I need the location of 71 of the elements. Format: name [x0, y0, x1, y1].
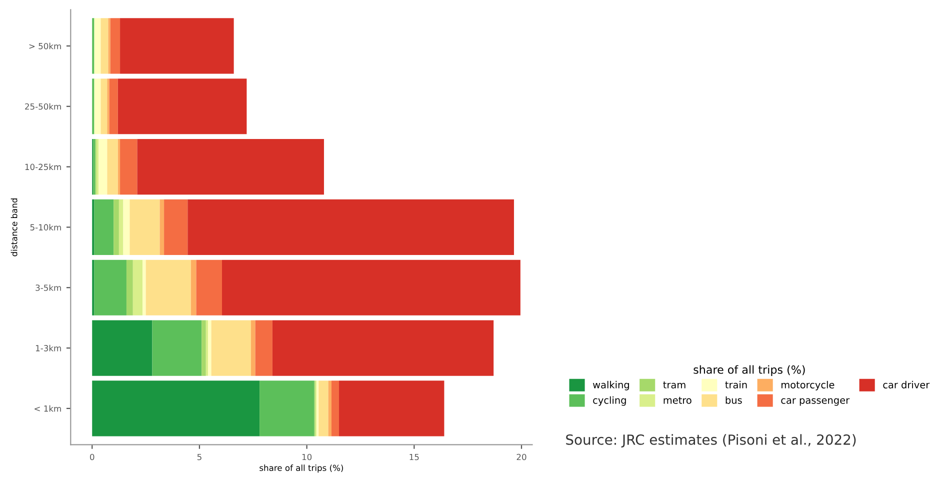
bar [331, 380, 340, 436]
y-axis-title: distance band [10, 198, 18, 256]
bar [109, 78, 118, 134]
x-axis-title: share of all trips (%) [260, 464, 343, 473]
bar [130, 199, 160, 255]
bar [118, 78, 247, 134]
bar [94, 199, 114, 255]
y-tick-label: > 50km [29, 42, 61, 50]
legend-label: cycling [593, 396, 626, 406]
y-tick-label: 1-3km [36, 344, 61, 352]
bar [126, 260, 133, 316]
y-tick-label: 10-25km [25, 164, 61, 170]
x-tick-label: 0 [90, 454, 94, 460]
y-tick-label: < 1km [34, 405, 61, 412]
bar [110, 18, 120, 74]
bar [120, 139, 138, 195]
bar [120, 18, 234, 74]
legend-label: tram [663, 381, 686, 388]
y-tick-label: 25-50km [25, 103, 61, 110]
bar [188, 199, 514, 255]
bar [96, 139, 99, 195]
bar [98, 139, 108, 195]
bar [137, 139, 324, 195]
bar [94, 260, 126, 316]
y-tick-label: 3-5km [36, 284, 61, 291]
bar [160, 199, 164, 255]
bar [255, 320, 272, 376]
bar [100, 18, 108, 74]
y-tick-label: 5-10km [30, 224, 61, 230]
bar [146, 260, 191, 316]
bar [328, 380, 332, 436]
bar [100, 78, 108, 134]
legend-label: bus [726, 396, 742, 404]
bar [206, 320, 208, 376]
bar [211, 320, 251, 376]
legend-label: motorcycle [782, 380, 834, 390]
legend-title: share of all trips (%) [694, 365, 805, 376]
bar [272, 320, 494, 376]
source-note: Source: JRC estimates (Pisoni et al., 2022) [566, 434, 856, 448]
bar [260, 380, 314, 436]
legend-label: walking [592, 380, 629, 390]
bar [208, 320, 212, 376]
bar [118, 139, 120, 195]
legend-label: train [725, 380, 747, 388]
x-tick-label: 20 [516, 454, 526, 460]
bar [118, 199, 124, 255]
bar [250, 320, 256, 376]
legend-label: metro [664, 396, 692, 404]
bar [318, 380, 328, 436]
bar [142, 260, 146, 316]
bar [164, 199, 188, 255]
legend-label: car passenger [781, 398, 850, 406]
bar [94, 18, 101, 74]
bar [316, 380, 319, 436]
bar [222, 260, 520, 316]
bar [94, 78, 101, 134]
bar [339, 380, 444, 436]
bar [132, 260, 143, 316]
x-tick-label: 10 [302, 454, 312, 460]
bar [190, 260, 196, 316]
bar [92, 320, 152, 376]
x-tick-label: 5 [197, 454, 202, 460]
bar [152, 320, 202, 376]
bar [202, 320, 206, 376]
x-tick-label: 15 [410, 454, 419, 460]
legend-label: car driver [883, 380, 930, 388]
bar [123, 199, 130, 255]
bar [114, 199, 119, 255]
bar [107, 139, 118, 195]
bar [92, 380, 260, 436]
bar [196, 260, 222, 316]
